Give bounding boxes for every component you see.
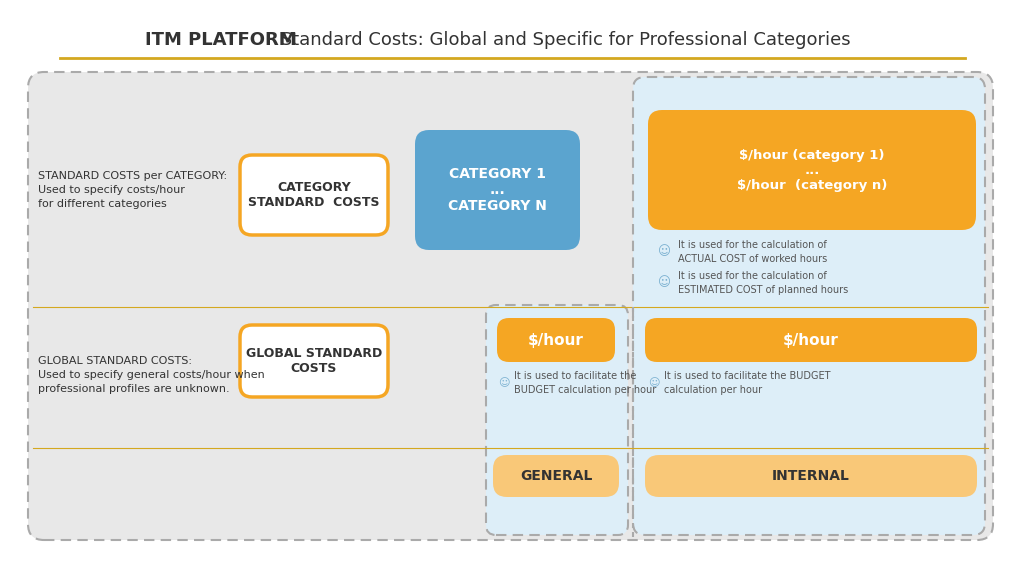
Text: ITM PLATFORM: ITM PLATFORM	[145, 31, 297, 49]
Text: It is used to facilitate the
BUDGET calculation per hour: It is used to facilitate the BUDGET calc…	[514, 371, 656, 395]
Text: INTERNAL: INTERNAL	[772, 469, 850, 483]
FancyBboxPatch shape	[493, 455, 618, 497]
Text: GLOBAL STANDARD COSTS:
Used to specify general costs/hour when
professional prof: GLOBAL STANDARD COSTS: Used to specify g…	[38, 356, 265, 394]
FancyBboxPatch shape	[648, 110, 976, 230]
FancyBboxPatch shape	[240, 325, 388, 397]
Text: ☺: ☺	[498, 378, 510, 388]
FancyBboxPatch shape	[28, 72, 993, 540]
FancyBboxPatch shape	[497, 318, 615, 362]
FancyBboxPatch shape	[486, 305, 628, 535]
Text: ☺: ☺	[658, 277, 671, 289]
Text: ☺: ☺	[658, 246, 671, 259]
FancyBboxPatch shape	[415, 130, 580, 250]
Text: $/hour (category 1)
...
$/hour  (category n): $/hour (category 1) ... $/hour (category…	[737, 148, 887, 192]
Text: GENERAL: GENERAL	[520, 469, 592, 483]
FancyBboxPatch shape	[645, 455, 977, 497]
Text: It is used for the calculation of
ESTIMATED COST of planned hours: It is used for the calculation of ESTIMA…	[678, 271, 848, 294]
Text: STANDARD COSTS per CATEGORY:
Used to specify costs/hour
for different categories: STANDARD COSTS per CATEGORY: Used to spe…	[38, 171, 227, 209]
FancyBboxPatch shape	[240, 155, 388, 235]
FancyBboxPatch shape	[633, 77, 985, 535]
Text: ☺: ☺	[648, 378, 659, 388]
Text: CATEGORY 1
...
CATEGORY N: CATEGORY 1 ... CATEGORY N	[449, 167, 547, 213]
Text: $/hour: $/hour	[783, 333, 839, 347]
FancyBboxPatch shape	[645, 318, 977, 362]
Text: CATEGORY
STANDARD  COSTS: CATEGORY STANDARD COSTS	[248, 181, 380, 209]
Text: GLOBAL STANDARD
COSTS: GLOBAL STANDARD COSTS	[246, 347, 382, 375]
Text: $/hour: $/hour	[528, 333, 584, 347]
Text: Standard Costs: Global and Specific for Professional Categories: Standard Costs: Global and Specific for …	[275, 31, 851, 49]
Text: It is used to facilitate the BUDGET
calculation per hour: It is used to facilitate the BUDGET calc…	[664, 371, 830, 395]
Text: It is used for the calculation of
ACTUAL COST of worked hours: It is used for the calculation of ACTUAL…	[678, 241, 827, 264]
